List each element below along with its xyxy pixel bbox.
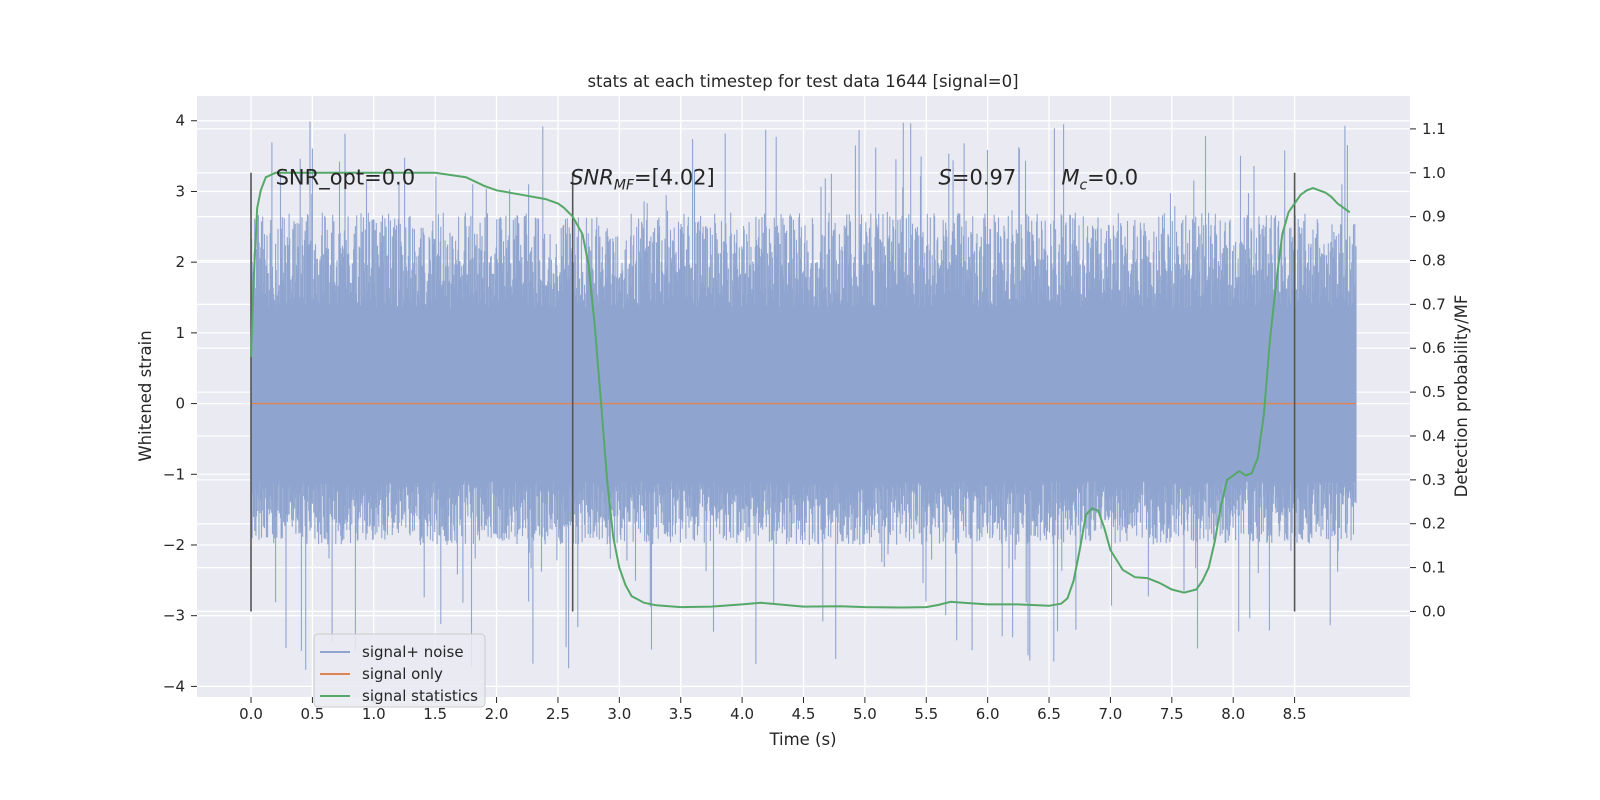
- y-axis-label: Whitened strain: [136, 330, 155, 461]
- annotation-3: Mc=0.0: [1061, 165, 1138, 193]
- y2-tick-label: 0.4: [1422, 427, 1446, 445]
- y-tick-label: 1: [175, 324, 185, 342]
- x-tick-label: 2.5: [546, 705, 570, 723]
- legend-label: signal only: [362, 665, 443, 683]
- x-tick-label: 6.0: [976, 705, 1000, 723]
- statistics-series: [250, 171, 1351, 609]
- y-tick-label: −4: [163, 677, 185, 695]
- y-tick-label: 4: [175, 112, 185, 130]
- x-tick-label: 0.5: [300, 705, 324, 723]
- y2-tick-label: 1.0: [1422, 164, 1446, 182]
- x-tick-label: 7.0: [1099, 705, 1123, 723]
- y-tick-label: 0: [175, 395, 185, 413]
- legend-label: signal+ noise: [362, 643, 464, 661]
- y2-tick-label: 0.8: [1422, 252, 1446, 270]
- y-tick-label: −3: [163, 607, 185, 625]
- y-tick-label: −2: [163, 536, 185, 554]
- x-tick-label: 3.0: [607, 705, 631, 723]
- y2-tick-label: 0.3: [1422, 471, 1446, 489]
- annotations: SNR_opt=0.0 SNRMF=[4.02] S=0.97 Mc=0.0: [276, 165, 1139, 193]
- vertical-markers: [250, 172, 1296, 612]
- legend-label: signal statistics: [362, 687, 478, 705]
- x-tick-label: 4.0: [730, 705, 754, 723]
- y-tick-label: −1: [163, 465, 185, 483]
- y-tick-label: 3: [175, 182, 185, 200]
- annotation-0: SNR_opt=0.0: [276, 165, 416, 190]
- x-tick-label: 5.0: [853, 705, 877, 723]
- chart-title: stats at each timestep for test data 164…: [587, 72, 1018, 91]
- y-axis-right: 1.1 1.0 0.9 0.8 0.7 0.6 0.5 0.4 0.3 0.2 0.1 0.0: [1410, 120, 1446, 620]
- y-axis-left: 4 3 2 1 0 −1 −2 −3 −4: [163, 112, 197, 695]
- x-tick-label: 8.0: [1221, 705, 1245, 723]
- y2-tick-label: 0.5: [1422, 383, 1446, 401]
- x-tick-label: 1.0: [362, 705, 386, 723]
- x-axis-label: Time (s): [768, 730, 836, 749]
- x-tick-label: 8.5: [1283, 705, 1307, 723]
- annotation-2: S=0.97: [939, 165, 1017, 189]
- y2-axis-label: Detection probability/MF: [1452, 295, 1471, 498]
- statistics-line: [250, 171, 1351, 609]
- y2-tick-label: 0.0: [1422, 602, 1446, 620]
- x-tick-label: 5.5: [914, 705, 938, 723]
- y2-tick-label: 0.1: [1422, 559, 1446, 577]
- y2-tick-label: 0.9: [1422, 208, 1446, 226]
- x-tick-label: 3.5: [669, 705, 693, 723]
- y2-tick-label: 0.7: [1422, 295, 1446, 313]
- y-tick-label: 2: [175, 253, 185, 271]
- noise-series: [250, 121, 1357, 670]
- x-tick-label: 2.0: [485, 705, 509, 723]
- x-tick-label: 4.5: [792, 705, 816, 723]
- y2-tick-label: 0.6: [1422, 339, 1446, 357]
- x-tick-label: 0.0: [239, 705, 263, 723]
- x-tick-label: 1.5: [423, 705, 447, 723]
- x-axis: 0.0 0.5 1.0 1.5 2.0 2.5 3.0 3.5 4.0 4.5 5.0 5.5 6.0 6…: [239, 697, 1307, 723]
- y2-tick-label: 0.2: [1422, 515, 1446, 533]
- x-tick-label: 6.5: [1037, 705, 1061, 723]
- annotation-1: SNRMF=[4.02]: [570, 165, 715, 193]
- legend-box: [313, 633, 486, 708]
- legend: signal+ noise signal only signal statistic…: [313, 633, 486, 708]
- x-tick-label: 7.5: [1160, 705, 1184, 723]
- y2-tick-label: 1.1: [1422, 120, 1446, 138]
